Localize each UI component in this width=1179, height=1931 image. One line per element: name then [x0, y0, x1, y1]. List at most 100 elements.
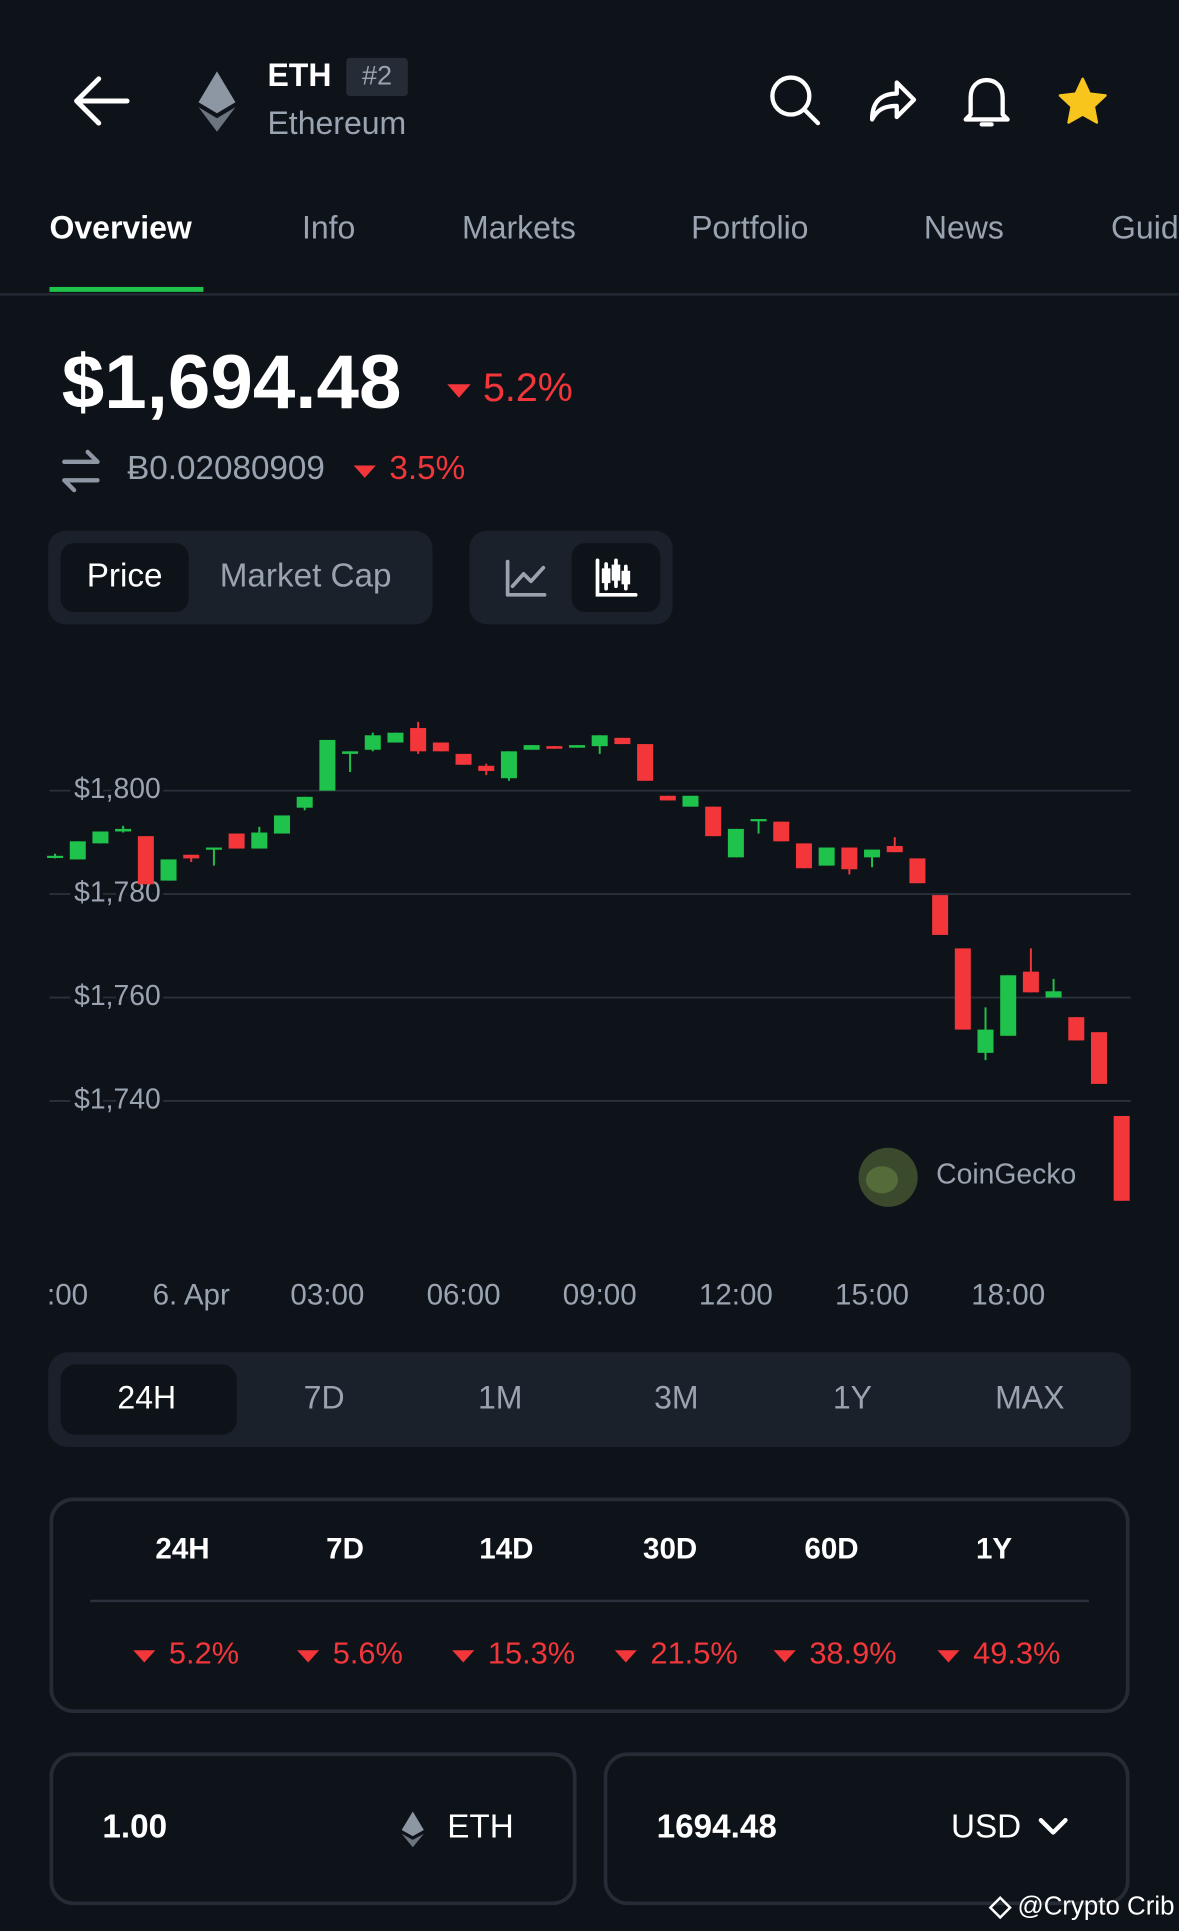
watermark-diamond	[988, 1896, 1012, 1920]
candle-body	[659, 795, 676, 801]
rank-badge	[346, 57, 408, 97]
candle-body	[621, 570, 631, 585]
candle-body	[682, 795, 699, 807]
tab[interactable]: Info	[302, 210, 355, 246]
candle-body	[977, 1029, 994, 1053]
candle-body	[705, 806, 722, 837]
period-label: 1Y	[976, 1532, 1012, 1565]
down-arrow	[297, 1650, 320, 1663]
swap-arrow-top	[62, 449, 100, 464]
source-logo	[858, 1147, 918, 1207]
candle-body	[478, 765, 495, 771]
star-icon	[1058, 77, 1107, 124]
candle-body	[954, 948, 971, 1030]
line-chart-icon	[505, 559, 547, 597]
tab-separator	[0, 293, 1179, 296]
favorite-button[interactable]	[1058, 77, 1107, 124]
back-arrow	[74, 76, 130, 126]
candle-body	[160, 859, 177, 881]
tab-bar: Overview Info Markets Portfolio News Guid	[49, 210, 1178, 246]
candle-body	[342, 751, 359, 754]
down-arrow	[773, 1650, 796, 1663]
candle-body	[1113, 1115, 1130, 1201]
swap-icon	[62, 449, 100, 493]
tab[interactable]: News	[924, 210, 1004, 246]
toggle-option[interactable]: Market Cap	[220, 557, 392, 594]
period-change: 21.5%	[650, 1635, 737, 1670]
chart-source: CoinGecko	[936, 1159, 1076, 1191]
range-option[interactable]: 1Y	[833, 1380, 872, 1416]
eth-icon	[401, 1811, 424, 1837]
candle-body	[864, 849, 881, 858]
amount-input[interactable]	[49, 1752, 577, 1906]
period-change: 49.3%	[973, 1635, 1060, 1670]
price-change: 5.2%	[483, 366, 573, 410]
result-value: 1694.48	[657, 1809, 777, 1846]
watermark-icon	[988, 1896, 1012, 1920]
candle-axis	[595, 558, 638, 597]
line-chart-button[interactable]	[505, 559, 547, 597]
performance-divider	[90, 1599, 1089, 1603]
currency-dropdown[interactable]	[1038, 1818, 1068, 1835]
candle-chart-button[interactable]	[595, 558, 638, 597]
candle-body	[115, 828, 132, 832]
performance-table: 24H 5.2% 7D 5.6% 14D 15.3% 30D 21.5% 60D 38.9% 1Y 4…	[133, 1532, 1060, 1670]
price-usd: $1,694.48	[62, 340, 402, 425]
candle-body	[1022, 971, 1039, 993]
candle-body	[1090, 1032, 1107, 1084]
tab[interactable]: Markets	[462, 210, 576, 246]
period-change: 15.3%	[488, 1635, 575, 1670]
tab[interactable]: Overview	[49, 210, 191, 246]
candle-body	[137, 836, 154, 885]
selected-pill	[60, 543, 189, 613]
candle-body	[569, 745, 586, 748]
down-arrow	[937, 1650, 960, 1663]
candle-body	[1068, 1017, 1085, 1041]
range-option[interactable]: MAX	[995, 1380, 1064, 1416]
candle-body	[455, 753, 472, 765]
result-input[interactable]	[603, 1752, 1130, 1906]
period-change: 38.9%	[809, 1635, 896, 1670]
btc-change: 3.5%	[389, 450, 465, 487]
x-tick-label: :00	[47, 1279, 88, 1312]
eth-logo-bottom	[198, 107, 236, 132]
search-icon	[770, 75, 812, 117]
candle-body	[841, 847, 858, 870]
candle-body	[611, 564, 621, 581]
x-tick-label: 18:00	[971, 1279, 1045, 1312]
x-tick-label: 15:00	[835, 1279, 909, 1312]
share-button[interactable]	[869, 80, 917, 122]
alert-button[interactable]	[963, 77, 1010, 127]
candle-body	[500, 751, 517, 779]
range-option[interactable]: 24H	[117, 1380, 176, 1416]
range-option[interactable]: 7D	[304, 1380, 345, 1416]
range-option[interactable]: 3M	[654, 1380, 698, 1416]
candle-body	[637, 744, 654, 781]
back-button[interactable]	[74, 76, 130, 126]
share-icon	[869, 80, 917, 122]
range-option[interactable]: 1M	[478, 1380, 522, 1416]
period-label: 7D	[326, 1532, 364, 1565]
candle-body	[614, 737, 631, 745]
tab[interactable]: Guid	[1111, 210, 1179, 246]
watermark: @Crypto Crib	[1017, 1892, 1174, 1920]
candle-body	[92, 831, 109, 844]
candle-body	[228, 833, 245, 849]
tab[interactable]: Portfolio	[691, 210, 808, 246]
toggle-option[interactable]: Price	[87, 557, 163, 594]
y-tick-label: $1,740	[74, 1083, 161, 1115]
candle-body	[205, 847, 222, 850]
selected-pill	[60, 1364, 237, 1435]
candle-body	[932, 895, 949, 935]
x-tick-label: 12:00	[699, 1279, 773, 1312]
x-tick-label: 06:00	[427, 1279, 501, 1312]
down-arrow	[447, 384, 471, 398]
gecko-head	[865, 1166, 898, 1194]
period-change: 5.6%	[333, 1635, 403, 1670]
search-button[interactable]	[770, 75, 821, 126]
result-currency: USD	[951, 1809, 1021, 1846]
candle-body	[410, 728, 427, 752]
candle-body	[69, 841, 86, 860]
period-label: 14D	[479, 1532, 533, 1565]
range-options: 24H 7D 1M 3M 1Y MAX	[117, 1380, 1064, 1416]
